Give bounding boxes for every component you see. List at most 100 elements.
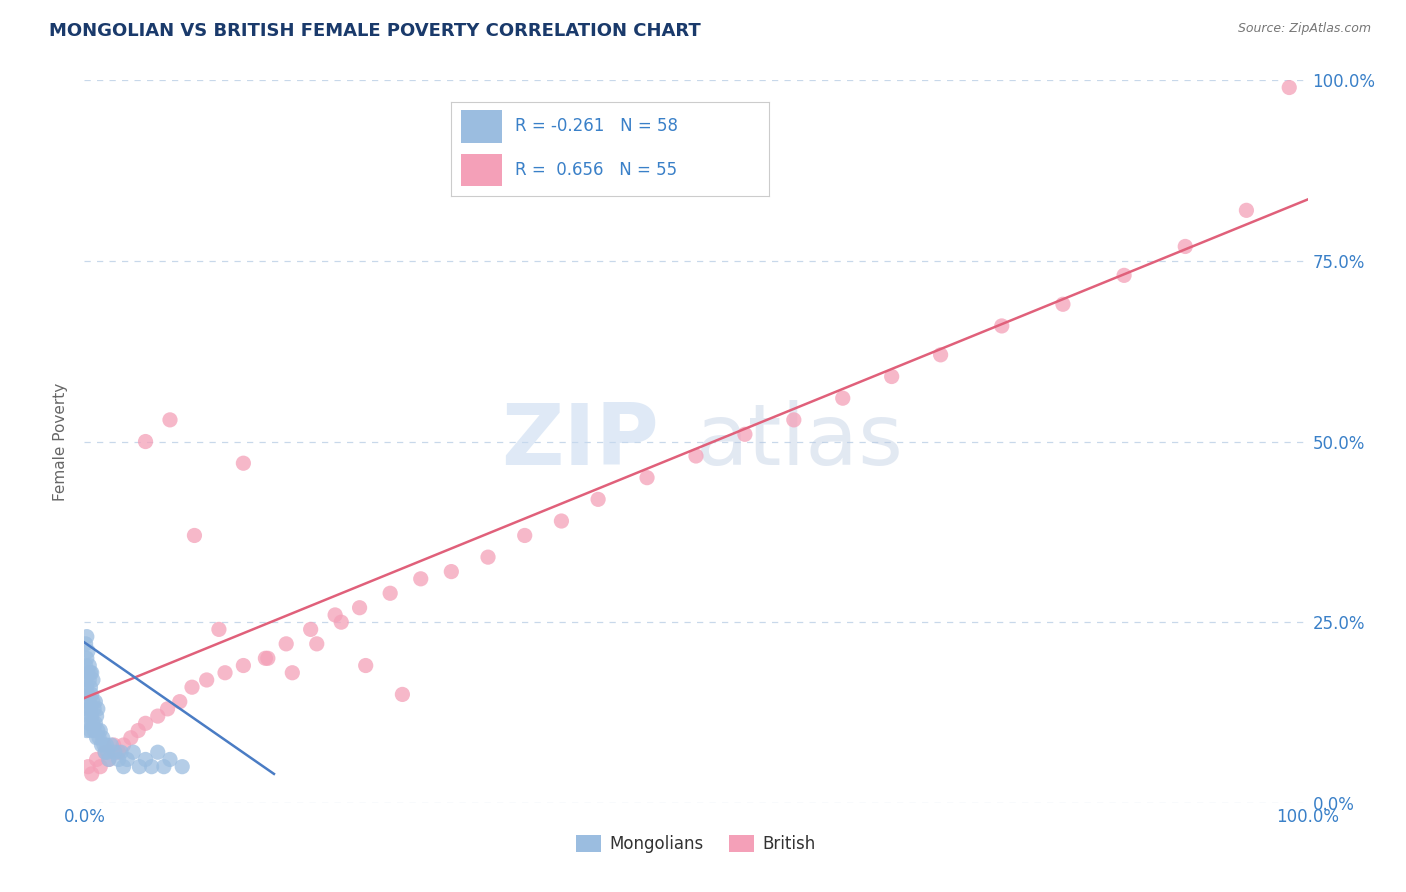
Point bbox=[75, 695, 97, 709]
Point bbox=[77, 687, 100, 701]
Point bbox=[89, 723, 111, 738]
Point bbox=[80, 665, 103, 680]
Point bbox=[880, 369, 903, 384]
Point bbox=[77, 695, 100, 709]
Point bbox=[929, 348, 952, 362]
Point bbox=[1114, 268, 1136, 283]
Point bbox=[513, 528, 536, 542]
Point bbox=[257, 651, 280, 665]
Point bbox=[122, 745, 145, 759]
Text: MONGOLIAN VS BRITISH FEMALE POVERTY CORRELATION CHART: MONGOLIAN VS BRITISH FEMALE POVERTY CORR… bbox=[49, 22, 702, 40]
Point bbox=[79, 723, 101, 738]
Point bbox=[96, 738, 118, 752]
Point bbox=[82, 673, 104, 687]
Point bbox=[80, 709, 103, 723]
Point bbox=[107, 745, 129, 759]
Point bbox=[1236, 203, 1258, 218]
Point bbox=[409, 572, 432, 586]
Point bbox=[76, 651, 98, 665]
Point bbox=[146, 745, 169, 759]
Point bbox=[107, 752, 129, 766]
Point bbox=[79, 702, 101, 716]
Point bbox=[169, 695, 191, 709]
Point bbox=[77, 658, 100, 673]
Point bbox=[104, 745, 127, 759]
Point bbox=[156, 702, 179, 716]
Point bbox=[84, 716, 107, 731]
Text: atlas: atlas bbox=[696, 400, 904, 483]
Point bbox=[685, 449, 707, 463]
Point bbox=[1052, 297, 1074, 311]
Point bbox=[112, 760, 135, 774]
Point bbox=[391, 687, 413, 701]
Point bbox=[76, 723, 98, 738]
Point bbox=[831, 391, 853, 405]
Point bbox=[76, 680, 98, 694]
Point bbox=[115, 752, 138, 766]
Point bbox=[97, 752, 120, 766]
Point bbox=[127, 723, 149, 738]
Point bbox=[254, 651, 277, 665]
Point bbox=[636, 470, 658, 484]
Point bbox=[90, 738, 112, 752]
Point bbox=[79, 665, 101, 680]
Point bbox=[91, 731, 114, 745]
Point bbox=[86, 731, 108, 745]
Point bbox=[349, 600, 371, 615]
Point bbox=[305, 637, 328, 651]
Point bbox=[77, 665, 100, 680]
Point bbox=[77, 644, 100, 658]
Point bbox=[172, 760, 194, 774]
Point bbox=[159, 752, 181, 766]
Point bbox=[276, 637, 298, 651]
Point bbox=[80, 687, 103, 701]
Point bbox=[87, 702, 110, 716]
Legend: Mongolians, British: Mongolians, British bbox=[569, 828, 823, 860]
Point bbox=[77, 673, 100, 687]
Point bbox=[76, 630, 98, 644]
Y-axis label: Female Poverty: Female Poverty bbox=[53, 383, 69, 500]
Point bbox=[783, 413, 806, 427]
Point bbox=[153, 760, 176, 774]
Point bbox=[87, 731, 110, 745]
Point bbox=[477, 550, 499, 565]
Point bbox=[214, 665, 236, 680]
Point bbox=[86, 709, 108, 723]
Point bbox=[75, 673, 97, 687]
Point bbox=[84, 695, 107, 709]
Point bbox=[1174, 239, 1197, 253]
Point bbox=[299, 623, 322, 637]
Point bbox=[146, 709, 169, 723]
Point bbox=[135, 434, 157, 449]
Point bbox=[97, 752, 120, 766]
Point bbox=[110, 745, 132, 759]
Point bbox=[120, 731, 142, 745]
Point bbox=[181, 680, 204, 694]
Point bbox=[112, 738, 135, 752]
Point bbox=[75, 658, 97, 673]
Point bbox=[77, 709, 100, 723]
Point bbox=[79, 680, 101, 694]
Point bbox=[80, 767, 103, 781]
Point bbox=[77, 760, 100, 774]
Point bbox=[83, 723, 105, 738]
Point bbox=[330, 615, 353, 630]
Point bbox=[89, 760, 111, 774]
Point bbox=[232, 456, 254, 470]
Point bbox=[232, 658, 254, 673]
Point bbox=[94, 745, 117, 759]
Point bbox=[135, 752, 157, 766]
Point bbox=[135, 716, 157, 731]
Point bbox=[128, 760, 150, 774]
Point bbox=[380, 586, 402, 600]
Point bbox=[100, 738, 122, 752]
Point bbox=[208, 623, 231, 637]
Point bbox=[354, 658, 377, 673]
Point bbox=[87, 723, 110, 738]
Text: ZIP: ZIP bbox=[502, 400, 659, 483]
Point bbox=[94, 745, 117, 759]
Point bbox=[76, 702, 98, 716]
Point bbox=[77, 716, 100, 731]
Point bbox=[195, 673, 218, 687]
Point bbox=[82, 716, 104, 731]
